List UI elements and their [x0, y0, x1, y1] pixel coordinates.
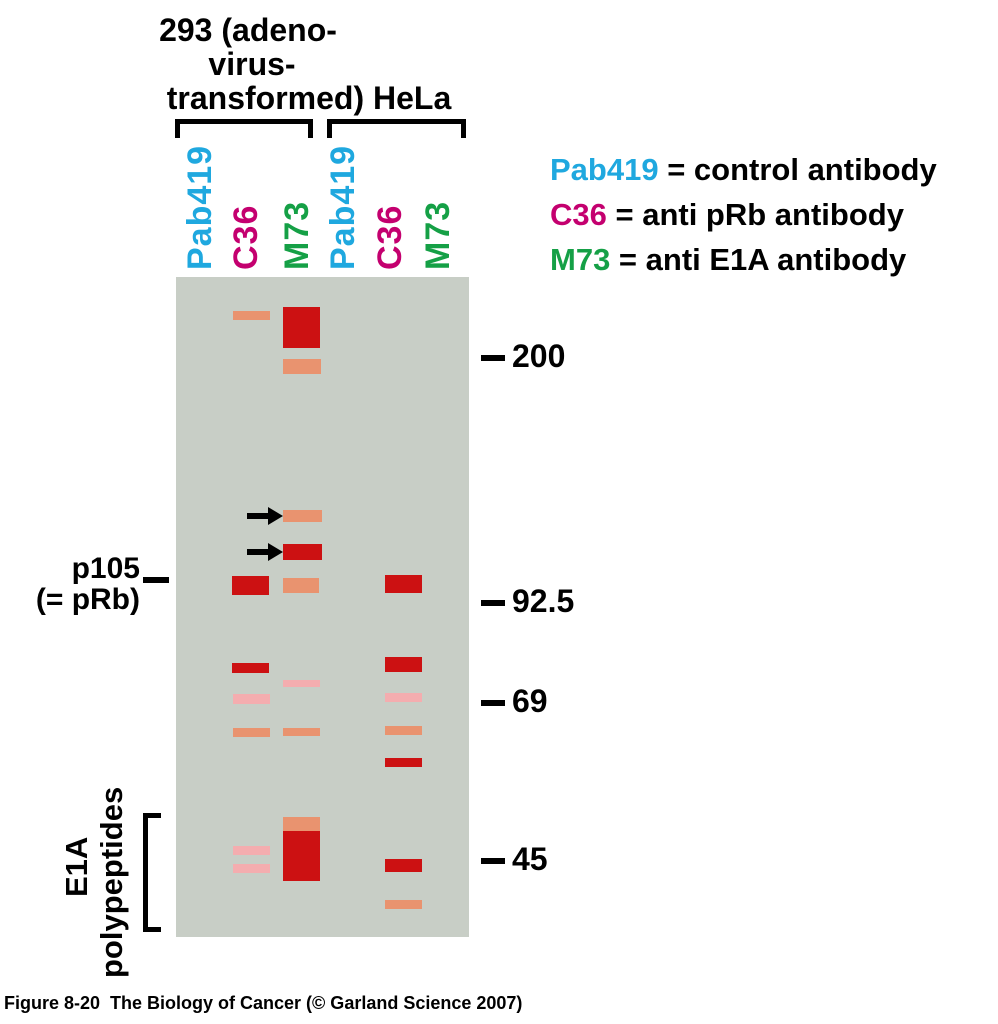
lane-label-Pab419: Pab419 — [324, 144, 362, 270]
gel-band-293-M73 — [283, 510, 322, 522]
gel-band-293-C36 — [232, 663, 269, 673]
legend-row-Pab419: Pab419 = control antibody — [550, 152, 937, 197]
gel-band-293-C36 — [232, 576, 269, 595]
lane-label-C36: C36 — [227, 204, 265, 270]
gel-band-293-M73 — [283, 728, 320, 736]
legend-desc: = control antibody — [658, 152, 937, 187]
mw-label-92.5: 92.5 — [512, 583, 575, 619]
arrow-shaft — [247, 513, 268, 519]
lane-label-M73: M73 — [278, 200, 316, 270]
p105-tick — [143, 577, 169, 583]
arrow-shaft — [247, 549, 268, 555]
lane-group-bracket-HeLa — [327, 119, 466, 138]
gel-band-293-M73 — [283, 578, 319, 593]
mw-label-45: 45 — [512, 841, 548, 877]
lane-label-M73: M73 — [419, 200, 457, 270]
legend-row-C36: C36 = anti pRb antibody — [550, 197, 937, 242]
antibody-legend: Pab419 = control antibody C36 = anti pRb … — [550, 152, 937, 287]
gel-band-HeLa-C36 — [385, 726, 422, 735]
gel-band-293-C36 — [233, 864, 270, 873]
band-arrow-icon — [247, 507, 283, 525]
legend-key: Pab419 — [550, 152, 659, 187]
mw-tick-45 — [481, 858, 505, 864]
gel-band-HeLa-C36 — [385, 693, 422, 702]
mw-tick-69 — [481, 700, 505, 706]
lane-label-C36: C36 — [371, 204, 409, 270]
gel-band-293-C36 — [233, 311, 270, 320]
gel-band-HeLa-C36 — [385, 900, 422, 909]
mw-tick-200 — [481, 355, 505, 361]
figure-caption: Figure 8-20 The Biology of Cancer (© Gar… — [4, 993, 523, 1013]
mw-label-200: 200 — [512, 338, 566, 374]
gel-band-293-M73 — [283, 359, 321, 374]
e1a-bracket — [143, 813, 161, 932]
gel-panel — [176, 277, 469, 937]
cell-line-title-line: virus- — [208, 46, 296, 82]
cell-line-title-line: 293 (adeno- — [159, 12, 337, 48]
arrow-head — [268, 543, 283, 561]
e1a-label-line: polypeptides — [94, 786, 129, 978]
legend-row-M73: M73 = anti E1A antibody — [550, 242, 937, 287]
gel-band-293-M73 — [283, 307, 320, 348]
legend-desc: = anti pRb antibody — [606, 197, 904, 232]
prb-line: (= pRb) — [35, 583, 140, 616]
legend-desc: = anti E1A antibody — [610, 242, 907, 277]
gel-band-293-C36 — [233, 694, 270, 704]
gel-band-HeLa-C36 — [385, 657, 422, 672]
arrow-head — [268, 507, 283, 525]
legend-key: C36 — [550, 197, 607, 232]
band-arrow-icon — [247, 543, 283, 561]
p105-line: p105 — [71, 552, 140, 585]
p105-prb-label: p105 (= pRb) — [0, 553, 140, 615]
gel-band-293-C36 — [233, 728, 270, 737]
cell-line-title-line: transformed) HeLa — [166, 80, 452, 116]
gel-band-293-M73 — [283, 680, 320, 687]
lane-label-Pab419: Pab419 — [181, 144, 219, 270]
gel-band-HeLa-C36 — [385, 859, 422, 872]
gel-band-293-M73 — [283, 831, 320, 881]
gel-band-HeLa-C36 — [385, 575, 422, 593]
gel-band-293-M73 — [283, 544, 322, 560]
gel-band-293-M73 — [283, 817, 320, 831]
e1a-label-line: E1A — [59, 836, 94, 897]
mw-tick-92.5 — [481, 600, 505, 606]
mw-label-69: 69 — [512, 683, 548, 719]
gel-band-HeLa-C36 — [385, 758, 422, 767]
lane-group-bracket-293 — [175, 119, 313, 138]
legend-key: M73 — [550, 242, 611, 277]
gel-band-293-C36 — [233, 846, 270, 855]
